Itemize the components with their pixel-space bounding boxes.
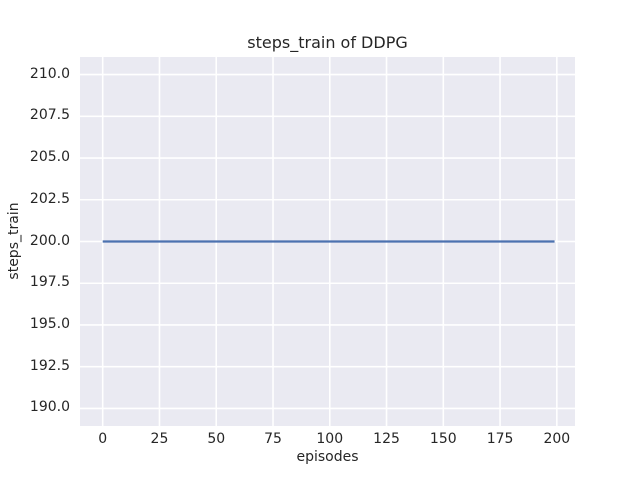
y-tick-label: 205.0: [29, 149, 70, 166]
x-tick-label: 150: [429, 431, 457, 447]
x-tick-label: 75: [264, 431, 282, 447]
x-tick-label: 175: [486, 431, 514, 447]
x-tick-label: 50: [207, 431, 226, 447]
x-tick-label: 200: [543, 431, 571, 447]
x-tick-label: 0: [98, 431, 108, 447]
x-tick-label: 125: [373, 431, 400, 447]
x-axis-label: episodes: [296, 449, 359, 465]
y-tick-label: 192.5: [29, 357, 70, 374]
y-tick-label: 190.0: [29, 399, 70, 416]
x-tick-label: 25: [150, 431, 169, 447]
x-tick-label: 100: [316, 431, 344, 447]
y-tick-label: 197.5: [29, 274, 70, 291]
y-tick-label: 202.5: [29, 190, 70, 207]
y-tick-label: 200.0: [29, 232, 70, 249]
y-tick-label: 207.5: [29, 107, 70, 124]
y-tick-label: 210.0: [29, 65, 70, 82]
chart-title: steps_train of DDPG: [247, 33, 408, 52]
y-tick-label: 195.0: [29, 315, 70, 332]
